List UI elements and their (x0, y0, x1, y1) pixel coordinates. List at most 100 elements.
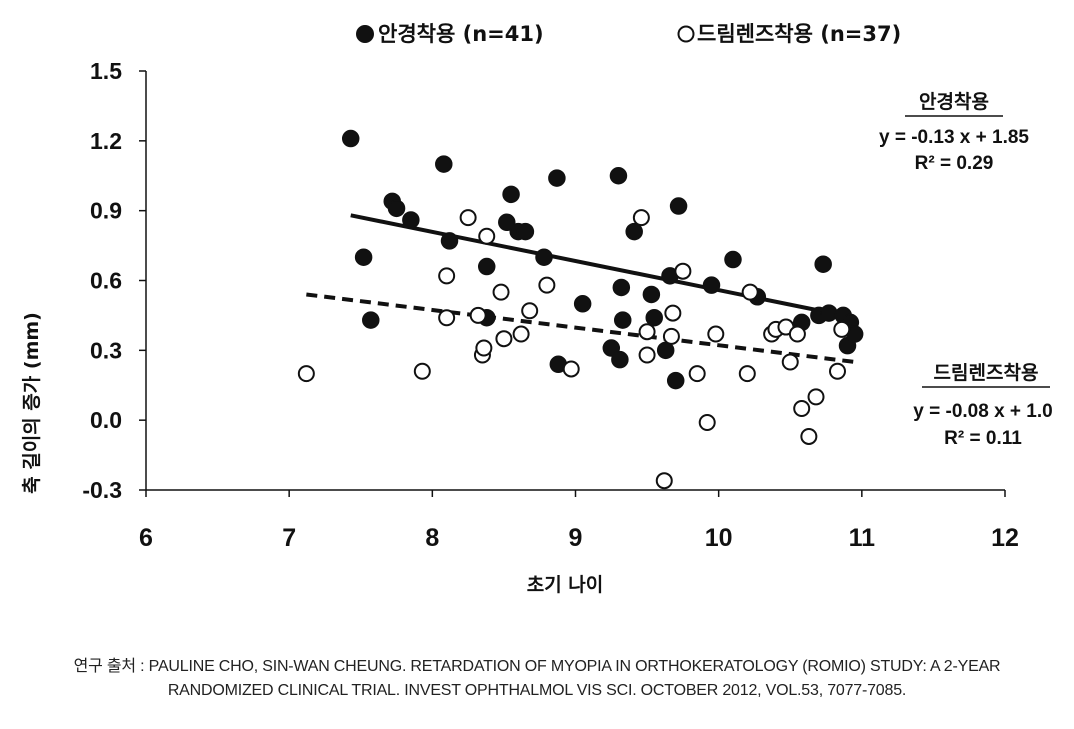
legend-filled-circle-icon (356, 25, 374, 43)
data-point-orthok (469, 306, 487, 324)
data-points (297, 129, 864, 490)
y-ticks: 1.5 1.2 0.9 0.6 0.3 0.0 -0.3 (82, 58, 146, 503)
data-point-orthok (833, 320, 851, 338)
data-point-orthok (492, 283, 510, 301)
data-point-glasses (702, 276, 721, 294)
data-point-glasses (354, 248, 373, 266)
trendline-orthok (306, 292, 855, 364)
data-point-glasses (341, 129, 360, 148)
data-point-orthok (738, 365, 756, 383)
data-point-glasses (612, 278, 631, 297)
data-point-orthok (828, 362, 846, 380)
y-axis-title: 축 길이의 증가 (mm) (21, 312, 43, 494)
y-tick-label: 1.5 (90, 58, 122, 84)
data-point-orthok (793, 400, 811, 418)
y-tick-label: 1.2 (90, 128, 122, 154)
data-point-orthok (707, 325, 725, 343)
data-point-glasses (724, 250, 742, 269)
x-tick-label: 7 (282, 524, 296, 552)
data-point-orthok (562, 360, 580, 378)
data-point-orthok (638, 346, 656, 364)
citation-line-2: RANDOMIZED CLINICAL TRIAL. INVEST OPHTHA… (167, 682, 907, 699)
data-point-glasses (440, 232, 459, 250)
data-point-orthok (741, 283, 759, 301)
data-point-glasses (477, 257, 496, 276)
data-point-glasses (548, 169, 566, 187)
equation-orthok-formula: y = -0.08 x + 1.0 (913, 401, 1052, 422)
data-point-glasses (435, 155, 453, 173)
data-point-orthok (438, 267, 456, 285)
equation-glasses: 안경착용 y = -0.13 x + 1.85 R² = 0.29 (879, 91, 1029, 174)
x-tick-label: 8 (425, 524, 439, 552)
data-point-glasses (516, 222, 535, 241)
data-point-glasses (362, 311, 380, 329)
data-point-glasses (814, 255, 832, 273)
data-point-glasses (820, 304, 838, 322)
data-point-orthok (807, 388, 825, 406)
data-point-orthok (674, 262, 692, 280)
data-point-glasses (645, 308, 663, 327)
x-tick-label: 12 (991, 524, 1019, 552)
data-point-orthok (632, 209, 650, 227)
data-point-glasses (387, 199, 406, 218)
data-point-orthok (788, 325, 806, 343)
data-point-glasses (625, 222, 643, 241)
data-point-orthok (664, 304, 682, 322)
data-point-orthok (662, 327, 680, 345)
x-ticks: 6 7 8 9 10 11 12 (139, 490, 1019, 552)
legend-label-orthok: 드림렌즈착용 (n=37) (697, 22, 901, 46)
data-point-orthok (475, 339, 493, 357)
data-point-glasses (609, 167, 628, 185)
data-point-orthok (438, 309, 456, 327)
x-tick-label: 10 (705, 524, 733, 552)
data-point-glasses (613, 311, 632, 329)
data-point-glasses (642, 285, 661, 304)
data-point-orthok (478, 227, 496, 245)
equation-title-glasses: 안경착용 (919, 91, 989, 113)
data-point-glasses (535, 248, 553, 266)
data-point-orthok (638, 323, 656, 341)
data-point-orthok (781, 353, 799, 371)
data-point-glasses (611, 350, 629, 369)
x-tick-label: 11 (849, 524, 876, 552)
equation-glasses-formula: y = -0.13 x + 1.85 (879, 127, 1029, 148)
data-point-orthok (688, 365, 706, 383)
data-point-orthok (655, 472, 673, 490)
legend-label-glasses: 안경착용 (n=41) (378, 22, 544, 46)
data-point-glasses (402, 211, 420, 229)
x-tick-label: 9 (569, 524, 583, 552)
legend: 안경착용 (n=41) 드림렌즈착용 (n=37) (356, 22, 901, 46)
data-point-glasses (502, 185, 520, 204)
y-tick-label: -0.3 (82, 477, 122, 503)
data-point-orthok (495, 330, 513, 348)
y-tick-label: 0.0 (90, 407, 122, 433)
data-point-orthok (521, 302, 539, 320)
equation-orthok-r2: R² = 0.11 (944, 428, 1022, 449)
data-point-orthok (413, 362, 431, 380)
data-point-orthok (698, 413, 716, 431)
equation-orthok: 드림렌즈착용 y = -0.08 x + 1.0 R² = 0.11 (913, 362, 1052, 449)
x-tick-label: 6 (139, 524, 153, 552)
scatter-chart: 안경착용 (n=41) 드림렌즈착용 (n=37) 1.5 1.2 0.9 0.6 0.… (21, 22, 1053, 596)
y-tick-label: 0.9 (90, 198, 122, 224)
legend-open-circle-icon (677, 25, 695, 43)
data-point-glasses (669, 197, 688, 215)
data-point-glasses (498, 213, 516, 232)
data-point-orthok (512, 325, 530, 343)
data-point-glasses (573, 295, 592, 313)
data-point-orthok (459, 209, 477, 227)
data-point-glasses (602, 339, 621, 357)
y-tick-label: 0.3 (90, 337, 122, 363)
trendline-glasses (350, 213, 856, 320)
data-point-glasses (666, 371, 685, 390)
equation-glasses-r2: R² = 0.29 (915, 153, 994, 174)
data-point-orthok (297, 365, 315, 383)
data-point-orthok (800, 427, 818, 445)
x-axis-title: 초기 나이 (527, 574, 604, 596)
axes (145, 71, 1005, 491)
y-tick-label: 0.6 (90, 268, 122, 294)
data-point-orthok (538, 276, 556, 294)
trendlines (306, 213, 856, 364)
citation-line-1: 연구 출처 : PAULINE CHO, SIN-WAN CHEUNG. RET… (73, 658, 1001, 675)
equation-title-orthok: 드림렌즈착용 (934, 362, 1039, 384)
